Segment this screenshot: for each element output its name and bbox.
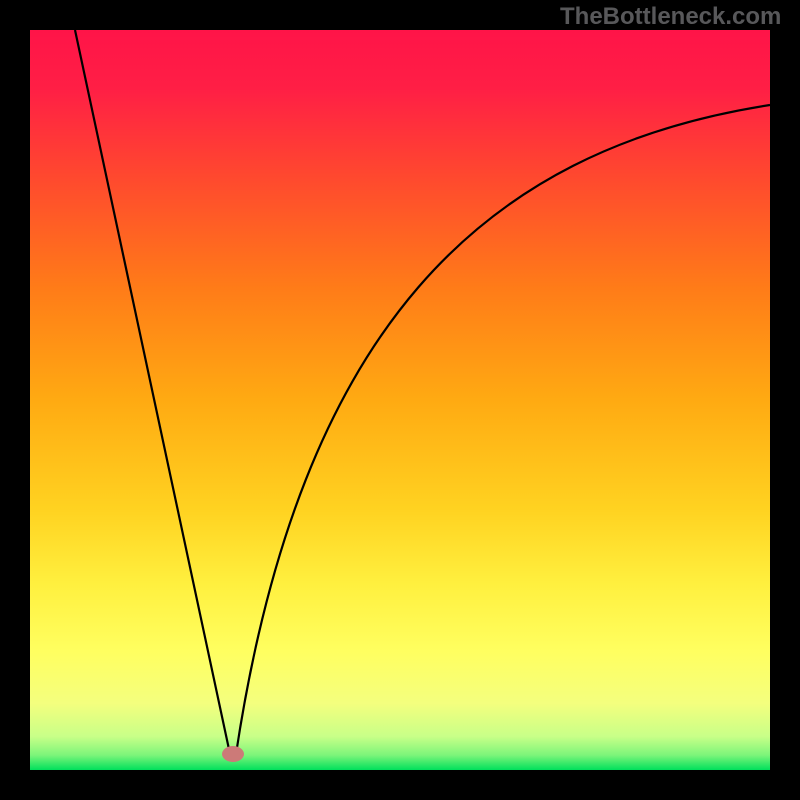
gradient-background — [30, 30, 770, 770]
chart-container: TheBottleneck.com — [0, 0, 800, 800]
watermark-text: TheBottleneck.com — [560, 3, 781, 31]
plot-frame — [30, 30, 770, 770]
